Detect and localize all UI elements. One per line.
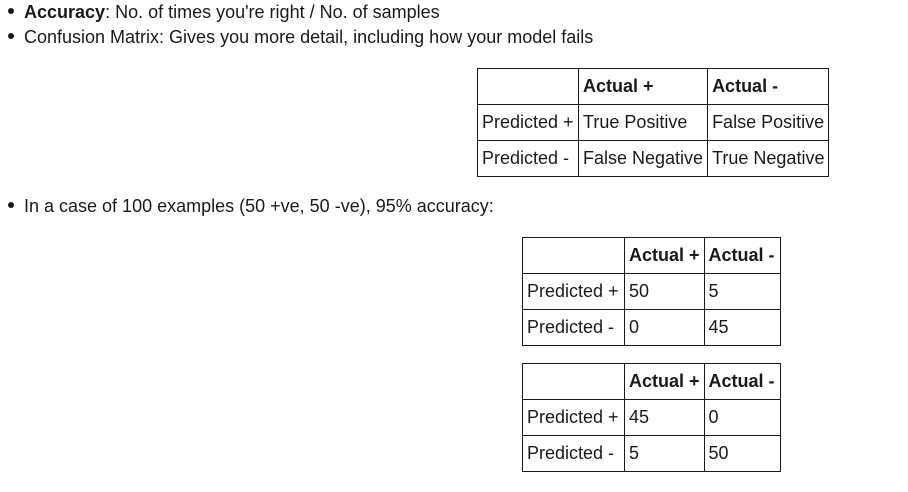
header-actual-positive: Actual + [624, 363, 705, 400]
cell-false-positive: 5 [703, 273, 781, 310]
bullet-accuracy: Accuracy: No. of times you're right / No… [8, 0, 440, 24]
header-actual-negative: Actual - [707, 68, 830, 105]
row-label-predicted-negative: Predicted - [522, 435, 625, 472]
row-label-predicted-negative: Predicted - [522, 309, 625, 346]
bullet-dot-icon [8, 202, 14, 209]
header-actual-positive: Actual + [577, 68, 709, 105]
row-label-predicted-negative: Predicted - [477, 140, 579, 177]
header-actual-negative: Actual - [703, 363, 781, 400]
cell-false-positive: 0 [703, 399, 781, 436]
confusion-matrix-example-1: Actual + Actual - Predicted + 50 5 Predi… [522, 237, 781, 346]
cell-false-negative: False Negative [577, 140, 709, 177]
table-row: Predicted + 45 0 [522, 399, 781, 436]
table-row: Predicted + 50 5 [522, 273, 781, 310]
table-row: Predicted + True Positive False Positive [477, 104, 830, 141]
bullet-example: In a case of 100 examples (50 +ve, 50 -v… [8, 194, 494, 218]
bullet-dot-icon [8, 33, 14, 40]
table-row: Predicted - 5 50 [522, 435, 781, 472]
row-label-predicted-positive: Predicted + [522, 273, 625, 310]
table-row: Predicted - 0 45 [522, 309, 781, 346]
table-header-row: Actual + Actual - [522, 237, 781, 274]
table-row: Predicted - False Negative True Negative [477, 140, 830, 177]
bullet-confusion-matrix: Confusion Matrix: Gives you more detail,… [8, 25, 593, 49]
example-text: In a case of 100 examples (50 +ve, 50 -v… [24, 196, 494, 216]
confusion-matrix-example-2: Actual + Actual - Predicted + 45 0 Predi… [522, 363, 781, 472]
cell-true-positive: 50 [624, 273, 705, 310]
header-corner-cell [477, 68, 579, 105]
header-corner-cell [522, 363, 625, 400]
cell-false-negative: 0 [624, 309, 705, 346]
header-actual-positive: Actual + [624, 237, 705, 274]
accuracy-definition: : No. of times you're right / No. of sam… [105, 2, 440, 22]
cell-true-negative: 45 [703, 309, 781, 346]
cell-false-negative: 5 [624, 435, 705, 472]
table-header-row: Actual + Actual - [522, 363, 781, 400]
table-header-row: Actual + Actual - [477, 68, 830, 105]
cell-true-positive: True Positive [577, 104, 709, 141]
header-corner-cell [522, 237, 625, 274]
bullet-dot-icon [8, 8, 14, 15]
cell-true-negative: True Negative [707, 140, 830, 177]
row-label-predicted-positive: Predicted + [477, 104, 579, 141]
confusion-matrix-text: Confusion Matrix: Gives you more detail,… [24, 27, 594, 47]
header-actual-negative: Actual - [703, 237, 781, 274]
row-label-predicted-positive: Predicted + [522, 399, 625, 436]
cell-true-negative: 50 [703, 435, 781, 472]
accuracy-term: Accuracy [24, 2, 106, 22]
cell-false-positive: False Positive [707, 104, 830, 141]
cell-true-positive: 45 [624, 399, 705, 436]
confusion-matrix-general: Actual + Actual - Predicted + True Posit… [477, 68, 830, 177]
